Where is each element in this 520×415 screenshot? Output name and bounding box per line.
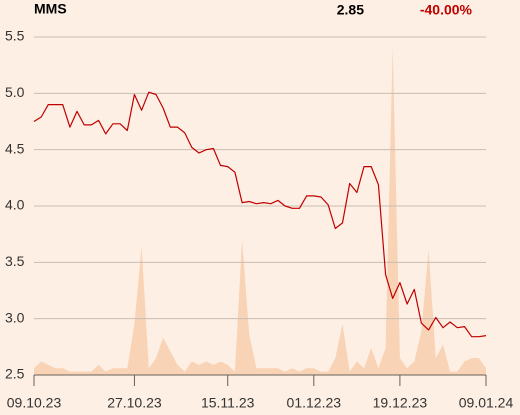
- y-tick-label: 4.0: [5, 197, 25, 213]
- y-tick-label: 5.5: [5, 28, 25, 44]
- y-tick-label: 3.5: [5, 253, 25, 269]
- last-price: 2.85: [337, 2, 364, 18]
- y-tick-label: 2.5: [5, 366, 25, 382]
- volume-area: [34, 47, 486, 375]
- price-change: -40.00%: [420, 2, 473, 18]
- x-tick-label: 09.10.23: [7, 395, 62, 411]
- x-tick-label: 27.10.23: [107, 395, 162, 411]
- x-tick-label: 15.11.23: [201, 395, 255, 411]
- x-tick-label: 09.01.24: [459, 395, 514, 411]
- y-tick-label: 4.5: [5, 140, 25, 156]
- y-tick-label: 5.0: [5, 84, 25, 100]
- price-line: [33, 91, 487, 338]
- chart-title: MMS: [34, 1, 67, 17]
- y-tick-label: 3.0: [5, 309, 25, 325]
- x-tick-label: 01.12.23: [287, 395, 342, 411]
- x-tick-label: 19.12.23: [373, 395, 428, 411]
